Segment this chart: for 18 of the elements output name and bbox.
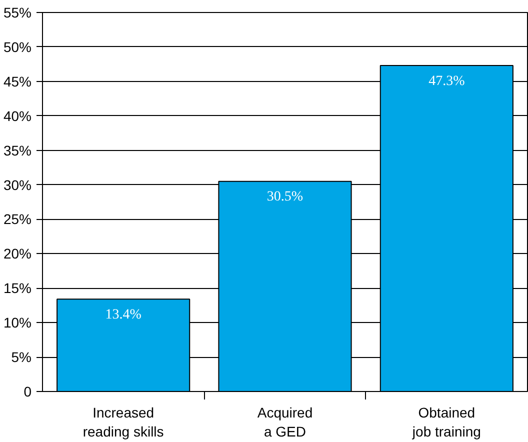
data-label: 30.5%: [266, 190, 304, 205]
data-label: 47.3%: [428, 74, 466, 89]
x-tick-label: Increased reading skills: [82, 404, 164, 440]
y-tick-label: 0: [24, 384, 32, 400]
y-tick-label: 25%: [3, 211, 32, 228]
y-tick-label: 55%: [3, 4, 32, 20]
y-tick-label: 35%: [3, 142, 32, 158]
y-tick-label: 20%: [3, 246, 32, 262]
y-tick-label: 40%: [3, 108, 32, 124]
y-tick-label: 10%: [3, 314, 32, 331]
x-tick-label: Obtained job training: [411, 404, 481, 440]
y-tick-label: 30%: [3, 176, 32, 193]
x-tick-label: Acquired a GED: [257, 404, 313, 440]
y-tick-label: 45%: [3, 73, 32, 90]
data-label: 13.4%: [105, 307, 142, 322]
y-tick-label: 5%: [11, 349, 32, 366]
y-tick-label: 50%: [3, 38, 32, 55]
y-tick-label: 15%: [3, 280, 32, 296]
